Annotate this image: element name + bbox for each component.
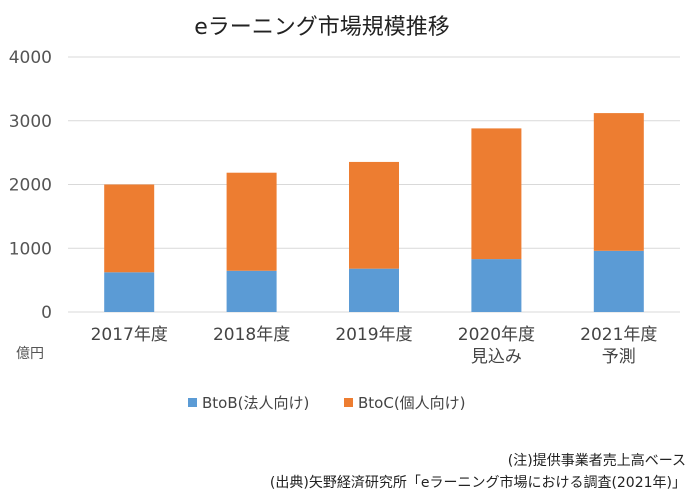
bar-segment-btob [349, 268, 399, 312]
legend-swatch [344, 398, 353, 407]
x-category-label: 見込み [471, 347, 522, 367]
unit-label: 億円 [16, 346, 44, 362]
y-tick-label: 0 [41, 303, 52, 323]
x-category-label: 2018年度 [213, 325, 290, 345]
legend-label: BtoC(個人向け) [358, 394, 466, 412]
bar-segment-btob [104, 272, 155, 312]
y-axis-ticks: 0 1000 2000 3000 4000 [9, 48, 52, 323]
bar-segment-btoc [471, 128, 522, 260]
bar-segment-btoc [104, 184, 155, 273]
note-2: (出典)矢野経済研究所「eラーニング市場における調査(2021年)」 [270, 474, 686, 491]
bar-segment-btoc [226, 172, 277, 271]
bar-segment-btob [593, 250, 644, 312]
y-tick-label: 3000 [9, 112, 52, 132]
y-tick-label: 4000 [9, 48, 52, 68]
y-tick-label: 1000 [9, 239, 52, 259]
chart-title: eラーニング市場規模推移 [194, 15, 450, 40]
x-category-label: 2019年度 [335, 325, 412, 345]
note-1: (注)提供事業者売上高ベース [508, 452, 686, 469]
bars [104, 113, 644, 312]
bar-segment-btoc [349, 161, 399, 269]
x-category-label: 2020年度 [458, 325, 535, 345]
bar-segment-btoc [593, 113, 644, 251]
bar-segment-btob [471, 259, 522, 312]
x-category-label: 2021年度 [580, 325, 657, 345]
y-tick-label: 2000 [9, 176, 52, 196]
legend-label: BtoB(法人向け) [202, 394, 309, 412]
bar-segment-btob [226, 270, 277, 312]
x-category-label: 2017年度 [91, 325, 168, 345]
x-category-label: 予測 [602, 347, 636, 367]
legend: BtoB(法人向け) BtoC(個人向け) [188, 394, 466, 412]
legend-swatch [188, 398, 197, 407]
